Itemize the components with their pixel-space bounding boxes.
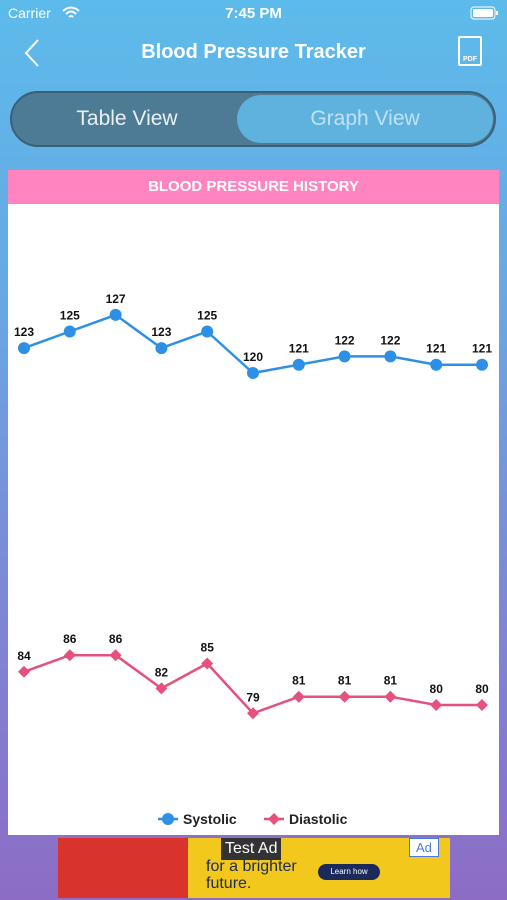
data-label: 86 — [109, 632, 123, 646]
ad-image — [58, 838, 188, 898]
point — [476, 358, 488, 371]
legend-marker — [162, 813, 174, 825]
data-label: 122 — [380, 333, 400, 347]
data-label: 80 — [430, 682, 444, 696]
ad-button[interactable]: Learn how — [318, 864, 380, 880]
pdf-button[interactable]: PDF — [458, 36, 482, 66]
point — [247, 707, 259, 720]
wifi-icon — [62, 6, 80, 18]
chart-title: BLOOD PRESSURE HISTORY — [8, 170, 499, 204]
point — [201, 657, 214, 670]
data-label: 125 — [60, 309, 80, 323]
data-label: 79 — [246, 690, 260, 704]
point — [384, 690, 397, 703]
data-label: 85 — [201, 641, 215, 655]
point — [338, 690, 351, 703]
point — [155, 342, 168, 355]
data-label: 84 — [17, 649, 31, 663]
screen-title: Blood Pressure Tracker — [141, 41, 366, 63]
data-label: 120 — [243, 350, 263, 364]
ad-banner[interactable]: for a brighter future. Learn how Test Ad … — [58, 838, 450, 898]
ad-choice[interactable]: Ad — [409, 838, 439, 857]
chart: 123 125 127 123 125 120 121 122 122 121 121 84 86 86 8… — [14, 292, 492, 827]
point — [247, 367, 259, 379]
battery-icon — [470, 6, 498, 20]
carrier: Carrier — [8, 5, 51, 21]
legend-label: Diastolic — [289, 811, 348, 827]
point — [63, 325, 76, 338]
data-label: 82 — [155, 665, 169, 679]
tab[interactable]: Table View — [76, 107, 178, 130]
ad-text: for a brighter future. — [206, 858, 297, 892]
point — [155, 682, 168, 695]
data-label: 125 — [197, 309, 217, 323]
ad-badge: Test Ad — [221, 838, 282, 860]
legend-label: Systolic — [183, 811, 237, 827]
chart-card — [8, 170, 499, 835]
legend-marker — [268, 813, 280, 825]
data-label: 123 — [151, 325, 171, 339]
clock: 7:45 PM — [225, 5, 282, 22]
point — [109, 308, 122, 321]
data-label: 121 — [426, 342, 446, 356]
ad-line: future. — [206, 875, 252, 892]
data-label: 123 — [14, 325, 34, 339]
point — [201, 325, 214, 338]
back-button[interactable] — [22, 38, 42, 68]
point — [292, 358, 305, 371]
point — [476, 699, 488, 711]
ad-line: for a brighter — [206, 858, 297, 875]
series-line — [23, 653, 482, 715]
point — [109, 649, 122, 662]
data-label: 127 — [106, 292, 126, 306]
point — [18, 342, 30, 355]
point — [292, 690, 305, 703]
data-label: 121 — [289, 342, 309, 356]
series-line — [23, 313, 482, 375]
data-label: 81 — [384, 674, 398, 688]
data-label: 122 — [335, 333, 355, 347]
point — [430, 699, 443, 711]
data-label: 86 — [63, 632, 77, 646]
data-label: 121 — [472, 342, 492, 356]
data-label: 81 — [338, 674, 352, 688]
point — [430, 358, 443, 371]
data-label: 81 — [292, 674, 306, 688]
point — [63, 649, 76, 662]
point — [338, 350, 351, 363]
data-label: 80 — [475, 682, 489, 696]
point — [18, 665, 30, 678]
point — [384, 350, 397, 363]
tab-selected[interactable]: Graph View — [237, 95, 493, 143]
